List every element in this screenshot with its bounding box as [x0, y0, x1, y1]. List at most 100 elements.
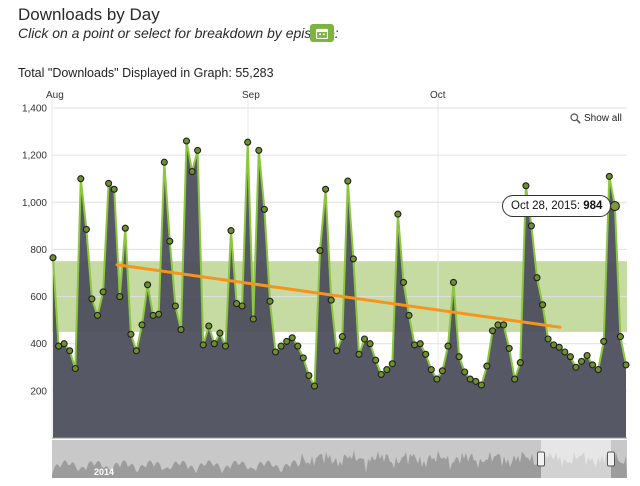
data-point[interactable]	[388, 360, 396, 368]
data-point[interactable]	[483, 362, 491, 370]
data-point[interactable]	[238, 302, 246, 310]
data-point[interactable]	[149, 311, 157, 319]
data-point[interactable]	[66, 347, 74, 355]
data-point[interactable]	[127, 330, 135, 338]
data-point[interactable]	[255, 146, 263, 154]
data-point[interactable]	[349, 255, 357, 263]
data-point[interactable]	[316, 247, 324, 255]
data-point[interactable]	[99, 288, 107, 296]
data-point[interactable]	[155, 310, 163, 318]
data-point[interactable]	[589, 361, 597, 369]
data-point[interactable]	[433, 375, 441, 383]
data-point[interactable]	[60, 340, 68, 348]
data-point[interactable]	[260, 205, 268, 213]
data-point[interactable]	[171, 302, 179, 310]
data-point[interactable]	[116, 293, 124, 301]
data-point[interactable]	[411, 341, 419, 349]
data-point[interactable]	[533, 274, 541, 282]
data-point[interactable]	[227, 227, 235, 235]
data-point[interactable]	[427, 366, 435, 374]
data-point[interactable]	[377, 370, 385, 378]
data-point[interactable]	[166, 237, 174, 245]
data-point[interactable]	[188, 168, 196, 176]
data-point[interactable]	[527, 222, 535, 230]
data-point[interactable]	[511, 375, 519, 383]
data-point[interactable]	[600, 337, 608, 345]
data-point[interactable]	[416, 340, 424, 348]
data-point[interactable]	[105, 179, 113, 187]
data-point[interactable]	[93, 311, 102, 319]
data-point[interactable]	[266, 297, 274, 305]
data-point[interactable]	[205, 322, 213, 330]
data-point[interactable]	[71, 364, 79, 373]
data-point[interactable]	[372, 356, 380, 364]
data-point[interactable]	[344, 177, 352, 185]
data-point[interactable]	[305, 371, 313, 380]
data-point[interactable]	[322, 185, 330, 193]
data-point[interactable]	[405, 311, 413, 319]
navigator-handle[interactable]	[537, 451, 545, 467]
calendar-button[interactable]	[310, 24, 334, 42]
data-point[interactable]	[577, 357, 586, 365]
data-point[interactable]	[216, 329, 224, 337]
data-point[interactable]	[277, 342, 285, 350]
data-point[interactable]	[539, 301, 547, 309]
data-point[interactable]	[360, 335, 369, 343]
data-point[interactable]	[383, 366, 391, 374]
show-all-button[interactable]: Show all	[570, 113, 622, 124]
data-point[interactable]	[138, 321, 146, 329]
data-point[interactable]	[327, 296, 335, 304]
data-point[interactable]	[333, 347, 341, 355]
data-point[interactable]	[49, 254, 57, 262]
data-point[interactable]	[472, 377, 480, 385]
data-point[interactable]	[310, 382, 319, 390]
data-point[interactable]	[210, 340, 218, 348]
data-point[interactable]	[461, 368, 469, 376]
data-point[interactable]	[249, 315, 257, 323]
data-point[interactable]	[160, 158, 168, 166]
data-point[interactable]	[144, 281, 152, 289]
data-point[interactable]	[271, 348, 280, 356]
data-point[interactable]	[522, 182, 530, 190]
data-point[interactable]	[544, 335, 552, 343]
data-point[interactable]	[422, 350, 430, 358]
data-point[interactable]	[294, 342, 302, 350]
data-point[interactable]	[88, 295, 96, 303]
data-point[interactable]	[583, 351, 591, 360]
data-point[interactable]	[283, 337, 291, 345]
data-point[interactable]	[394, 210, 402, 218]
data-point[interactable]	[110, 185, 118, 193]
data-point[interactable]	[622, 361, 630, 369]
data-point[interactable]	[121, 224, 129, 232]
data-point[interactable]	[449, 278, 458, 286]
data-point[interactable]	[399, 278, 408, 286]
data-point[interactable]	[366, 340, 374, 348]
data-point[interactable]	[438, 367, 446, 375]
data-point[interactable]	[500, 321, 508, 329]
data-point[interactable]	[555, 343, 563, 351]
navigator-handle[interactable]	[607, 451, 615, 467]
data-point[interactable]	[355, 350, 363, 358]
data-point[interactable]	[288, 334, 296, 342]
highlighted-point[interactable]	[609, 201, 620, 212]
data-point[interactable]	[444, 342, 452, 350]
data-point[interactable]	[455, 353, 463, 361]
data-point[interactable]	[488, 327, 497, 335]
data-point[interactable]	[177, 326, 185, 334]
data-point[interactable]	[594, 366, 602, 374]
data-point[interactable]	[299, 354, 307, 362]
data-point[interactable]	[477, 381, 485, 389]
data-point[interactable]	[244, 138, 252, 146]
data-point[interactable]	[182, 137, 191, 145]
data-point[interactable]	[605, 172, 613, 180]
data-point[interactable]	[572, 363, 580, 371]
data-point[interactable]	[82, 225, 90, 233]
data-point[interactable]	[566, 353, 574, 361]
data-point[interactable]	[616, 333, 624, 341]
data-point[interactable]	[221, 342, 230, 350]
data-point[interactable]	[194, 146, 202, 154]
data-point[interactable]	[77, 175, 85, 183]
data-point[interactable]	[132, 347, 140, 355]
data-point[interactable]	[505, 344, 513, 352]
